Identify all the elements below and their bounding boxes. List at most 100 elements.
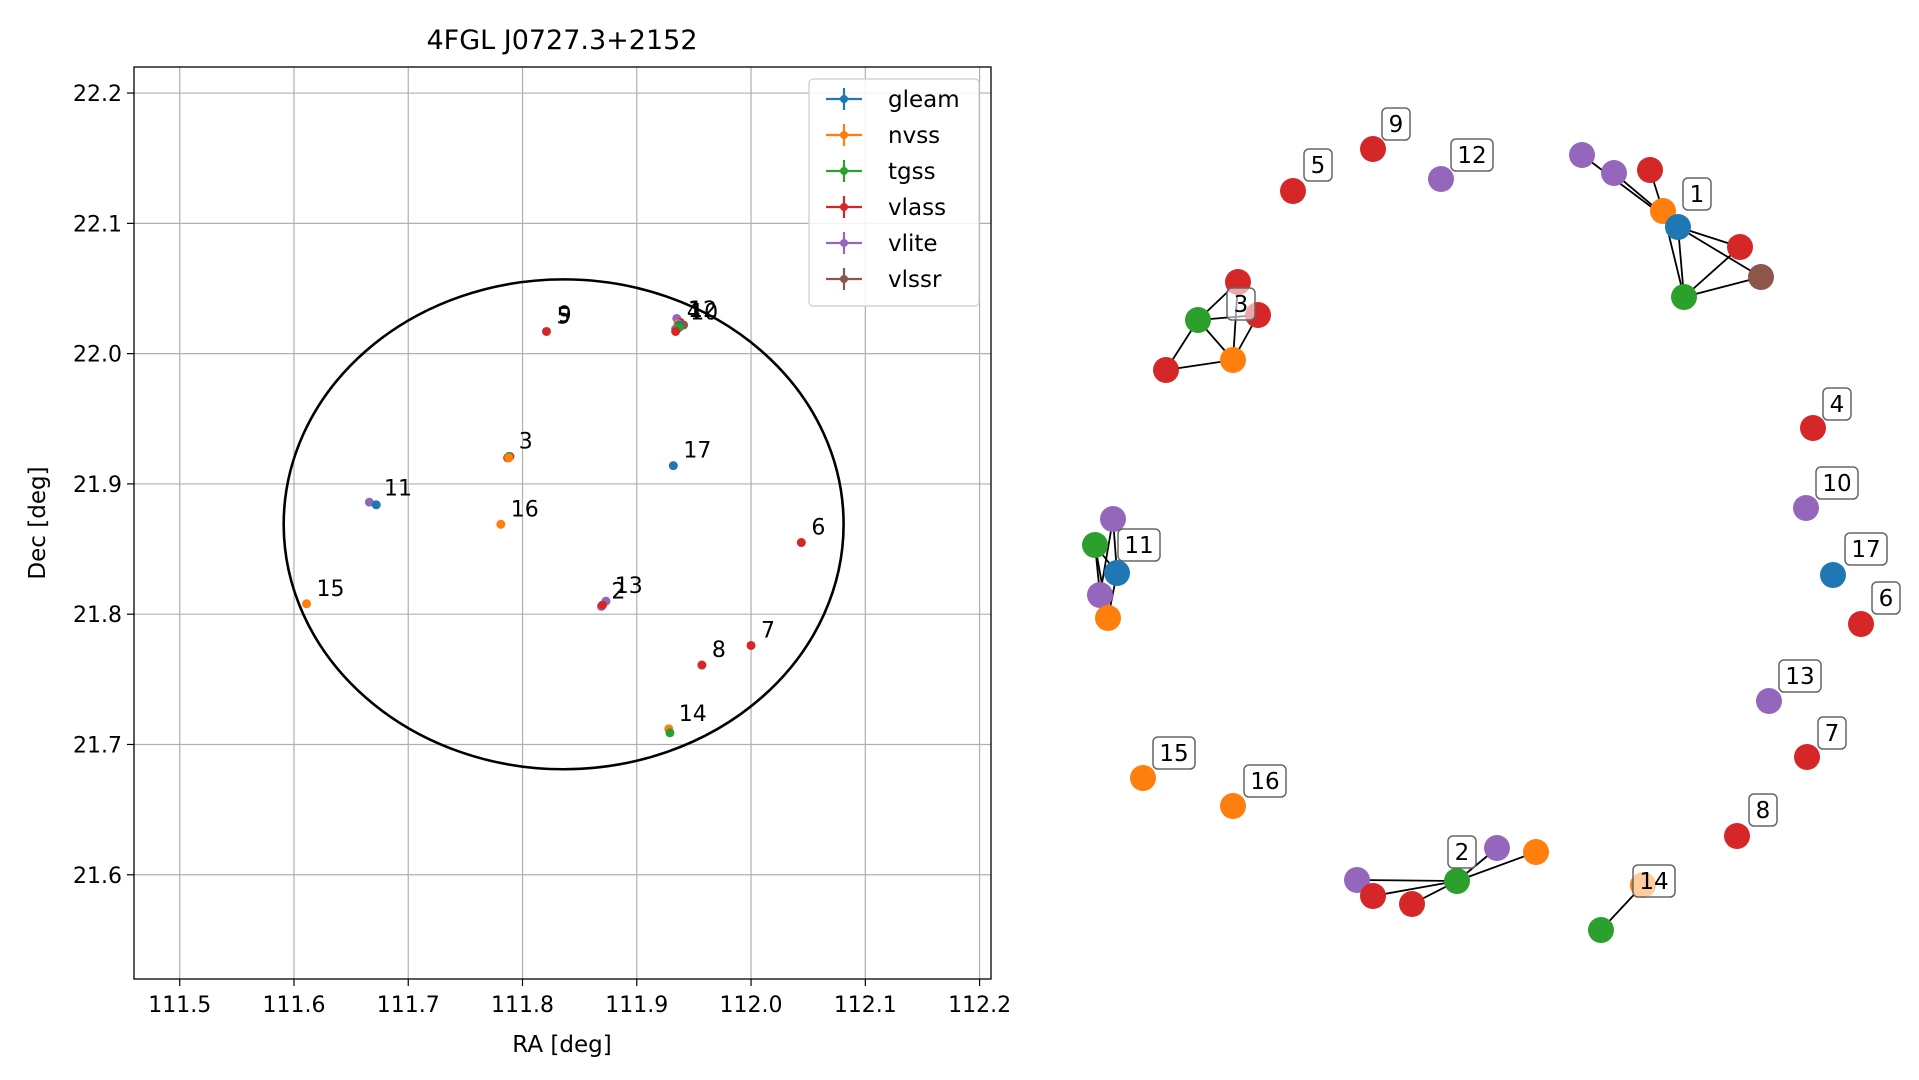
scatter-point-nvss bbox=[302, 599, 312, 609]
network-node-nvss bbox=[1095, 605, 1121, 631]
network-label-box bbox=[1815, 466, 1859, 500]
network-node-vlite bbox=[1756, 688, 1782, 714]
network-label: 8 bbox=[1756, 798, 1771, 824]
network-edge bbox=[1372, 880, 1458, 897]
network-label-box bbox=[1152, 736, 1196, 770]
network-label-box bbox=[1450, 138, 1494, 172]
network-node-vlass bbox=[1153, 357, 1179, 383]
legend-dot-vlssr bbox=[840, 275, 848, 283]
network-node-vlite bbox=[1484, 835, 1510, 861]
scatter-point-nvss bbox=[504, 453, 514, 463]
legend-dot-gleam bbox=[840, 95, 848, 103]
point-annotation: 1 bbox=[688, 298, 702, 323]
point-annotation: 5 bbox=[557, 304, 571, 329]
network-label-box bbox=[1381, 107, 1411, 141]
network-node-vlite bbox=[1793, 495, 1819, 521]
network-node-tgss bbox=[1444, 868, 1470, 894]
network-node-vlass bbox=[1848, 611, 1874, 637]
network-label: 7 bbox=[1825, 721, 1840, 747]
network-edge bbox=[1456, 851, 1537, 882]
point-annotation: 3 bbox=[519, 430, 533, 455]
legend-label-nvss: nvss bbox=[888, 123, 940, 149]
network-label-box bbox=[1871, 581, 1901, 615]
network-label-box bbox=[1226, 287, 1256, 321]
scatter-point-vlass bbox=[597, 600, 607, 610]
y-axis-label: Dec [deg] bbox=[25, 466, 51, 579]
network-node-vlass bbox=[1794, 744, 1820, 770]
network-label: 13 bbox=[1785, 664, 1814, 690]
x-tick-label: 112.0 bbox=[720, 993, 783, 1018]
network-label: 11 bbox=[1124, 533, 1153, 559]
network-label: 2 bbox=[1455, 840, 1470, 866]
network-label: 1 bbox=[1690, 182, 1705, 208]
network-label-box bbox=[1822, 387, 1852, 421]
point-annotation: 11 bbox=[384, 476, 412, 501]
y-tick-label: 21.9 bbox=[73, 473, 122, 498]
network-edge bbox=[1683, 276, 1762, 298]
network-node-vlass bbox=[1399, 891, 1425, 917]
network-node-vlite bbox=[1569, 142, 1595, 168]
y-tick-label: 21.6 bbox=[73, 864, 122, 889]
legend-label-gleam: gleam bbox=[888, 87, 960, 113]
network-label-box bbox=[1844, 532, 1888, 566]
network-label-box bbox=[1817, 716, 1847, 750]
legend-dot-vlite bbox=[840, 239, 848, 247]
network-node-tgss bbox=[1082, 532, 1108, 558]
network-node-vlass bbox=[1360, 136, 1386, 162]
network-node-gleam bbox=[1104, 560, 1130, 586]
point-annotation: 10 bbox=[690, 301, 718, 326]
network-label: 15 bbox=[1159, 741, 1188, 767]
error-ellipse bbox=[282, 278, 845, 771]
network-node-vlite bbox=[1601, 160, 1627, 186]
network-node-tgss bbox=[1588, 917, 1614, 943]
network-label-box bbox=[1748, 793, 1778, 827]
network-node-vlass bbox=[1360, 883, 1386, 909]
network-node-vlass bbox=[1800, 415, 1826, 441]
scatter-point-vlite bbox=[364, 497, 374, 507]
network-node-vlass bbox=[1724, 823, 1750, 849]
data-points bbox=[302, 313, 806, 738]
network-node-gleam bbox=[1820, 562, 1846, 588]
network-label: 10 bbox=[1822, 471, 1851, 497]
y-tick-label: 21.7 bbox=[73, 733, 122, 758]
network-label-box bbox=[1117, 528, 1161, 562]
network-label-box bbox=[1778, 659, 1822, 693]
y-ticks: 21.6 21.7 21.8 21.9 22.0 22.1 22.2 bbox=[73, 82, 134, 889]
point-annotation: 16 bbox=[511, 497, 539, 522]
network-label: 12 bbox=[1457, 143, 1486, 169]
y-tick-label: 22.0 bbox=[73, 343, 122, 368]
network-edge bbox=[1677, 226, 1762, 278]
y-tick-label: 21.8 bbox=[73, 603, 122, 628]
legend-label-vlssr: vlssr bbox=[888, 267, 942, 293]
point-annotation: 9 bbox=[558, 303, 572, 328]
x-ticks: 111.5 111.6 111.7 111.8 111.9 112.0 112.1 112.2 bbox=[148, 979, 1011, 1018]
x-tick-label: 111.6 bbox=[262, 993, 325, 1018]
network-label: 16 bbox=[1250, 769, 1279, 795]
network-node-nvss bbox=[1220, 793, 1246, 819]
x-tick-label: 112.1 bbox=[834, 993, 897, 1018]
scatter-point-vlass bbox=[746, 640, 756, 650]
legend-dot-vlass bbox=[840, 203, 848, 211]
network-node-vlass bbox=[1280, 178, 1306, 204]
network-node-gleam bbox=[1665, 214, 1691, 240]
point-annotation: 8 bbox=[712, 638, 726, 663]
legend-dot-nvss bbox=[840, 131, 848, 139]
legend: gleam nvss tgss vlass vlite vlssr bbox=[808, 78, 980, 307]
network-label: 9 bbox=[1389, 112, 1404, 138]
legend-dot-tgss bbox=[840, 167, 848, 175]
point-annotation: 17 bbox=[683, 439, 711, 464]
network-label: 17 bbox=[1851, 537, 1880, 563]
network-label-box bbox=[1243, 764, 1287, 798]
point-annotation: 2 bbox=[611, 579, 625, 604]
error-ellipse-layer bbox=[282, 278, 845, 771]
point-annotation: 6 bbox=[811, 516, 825, 541]
point-annotation: 4 bbox=[687, 299, 701, 324]
network-node-vlite bbox=[1087, 582, 1113, 608]
x-tick-label: 111.8 bbox=[491, 993, 554, 1018]
x-axis-label: RA [deg] bbox=[512, 1032, 611, 1058]
legend-label-vlite: vlite bbox=[888, 231, 938, 257]
scatter-point-vlass bbox=[671, 326, 681, 336]
network-label: 14 bbox=[1639, 869, 1668, 895]
